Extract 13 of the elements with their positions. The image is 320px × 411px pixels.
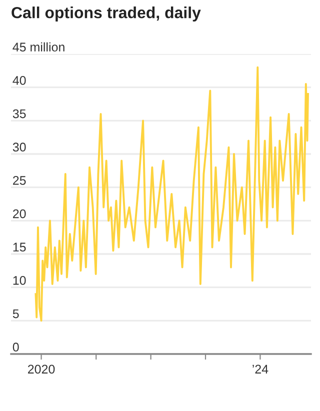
- y-tick-label: 40: [12, 76, 26, 85]
- y-tick-label: 15: [13, 242, 26, 252]
- y-tick-label: 5: [12, 309, 19, 318]
- y-tick-label: 0: [12, 342, 19, 352]
- y-tick-label: 45 million: [12, 42, 64, 52]
- y-tick-label: 10: [13, 276, 26, 285]
- y-tick-label: 25: [13, 176, 26, 185]
- y-tick-label: 30: [12, 142, 26, 152]
- y-tick-label: 20: [13, 209, 26, 218]
- chart-title: Call options traded, daily: [12, 6, 201, 22]
- y-tick-label: 35: [12, 109, 26, 118]
- x-tick-label: ’24: [252, 364, 268, 374]
- x-tick-label: 2020: [28, 364, 55, 374]
